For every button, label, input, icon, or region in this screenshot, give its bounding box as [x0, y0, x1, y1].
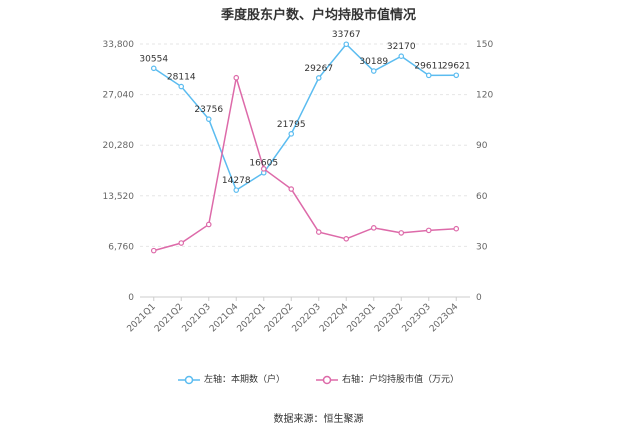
right-tick-label: 150: [476, 40, 493, 50]
households-point: [425, 72, 432, 79]
left-tick-label: 27,040: [103, 91, 135, 101]
avg-value-point: [178, 240, 185, 246]
right-tick-label: 90: [476, 141, 488, 151]
avg-value-point: [205, 221, 212, 228]
x-tick-label: 2021Q3: [181, 302, 213, 334]
avg-value-point: [233, 74, 240, 81]
data-label: 16605: [249, 159, 278, 169]
data-labels: 30554 28114 23756 14278 16605 21795 29267 33767…: [139, 30, 470, 186]
legend: 左轴：本期数（户） 右轴：户均持股市值（万元）: [0, 372, 637, 385]
x-tick-label: 2021Q1: [126, 302, 158, 334]
x-tick-label: 2021Q2: [153, 302, 185, 334]
avg-value-point: [260, 166, 267, 172]
series-layer: [150, 41, 460, 254]
x-tick-label: 2022Q2: [263, 302, 295, 334]
right-tick-label: 120: [476, 91, 493, 101]
avg-value-point: [150, 247, 157, 254]
data-label: 32170: [387, 42, 416, 52]
avg-value-point: [288, 186, 295, 192]
households-point: [343, 41, 350, 48]
series-line-avg-value: [153, 77, 457, 252]
avg-value-point: [315, 229, 322, 235]
right-axis: 0 30 60 90 120 150: [476, 40, 493, 303]
households-point: [233, 187, 240, 193]
data-label: 30554: [139, 54, 168, 64]
x-tick-label: 2023Q2: [373, 302, 405, 334]
data-label: 29621: [442, 61, 471, 71]
avg-value-point: [453, 225, 460, 232]
left-axis: 0 6,760 13,520 20,280 27,040 33,800: [103, 40, 135, 303]
households-point: [150, 65, 157, 72]
right-tick-label: 30: [476, 242, 488, 252]
x-tick-label: 2021Q4: [208, 302, 241, 335]
legend-label-avg-value: 右轴：户均持股市值（万元）: [341, 375, 459, 385]
legend-line-icon-blue: [178, 375, 201, 384]
chart-title: 季度股东户数、户均持股市值情况: [220, 8, 416, 23]
data-label: 14278: [222, 176, 251, 186]
households-point: [315, 75, 322, 81]
x-tick-label: 2022Q4: [318, 302, 351, 335]
households-point: [205, 116, 212, 122]
data-source: 数据来源：恒生聚源: [273, 414, 364, 425]
x-tick-label: 2022Q3: [291, 302, 323, 334]
data-label: 29611: [414, 61, 443, 71]
avg-value-point: [398, 230, 405, 236]
data-label: 29267: [304, 64, 333, 74]
legend-line-icon-pink: [315, 375, 338, 384]
data-label: 23756: [194, 105, 223, 115]
left-tick-label: 0: [128, 293, 134, 303]
data-label: 28114: [167, 73, 196, 83]
legend-label-households: 左轴：本期数（户）: [204, 375, 286, 385]
legend-item-avg-value[interactable]: 右轴：户均持股市值（万元）: [315, 372, 459, 385]
left-tick-label: 6,760: [108, 242, 134, 252]
x-tick-label: 2022Q1: [236, 302, 268, 334]
x-tick-label: 2023Q4: [428, 302, 461, 335]
right-tick-label: 0: [476, 293, 482, 303]
x-tick-label: 2023Q3: [401, 302, 433, 334]
households-point: [398, 53, 405, 60]
avg-value-point: [425, 227, 432, 234]
households-point: [453, 72, 460, 79]
left-tick-label: 33,800: [103, 40, 135, 50]
series-line-households: [153, 43, 457, 192]
data-label: 33767: [332, 30, 361, 40]
households-point: [370, 68, 377, 74]
right-tick-label: 60: [476, 192, 488, 202]
x-tick-label: 2023Q1: [346, 302, 378, 334]
households-point: [178, 83, 185, 90]
data-label: 30189: [359, 57, 388, 67]
x-axis: 2021Q12021Q22021Q32021Q42022Q12022Q22022…: [126, 296, 470, 335]
avg-value-point: [343, 236, 350, 242]
left-tick-label: 20,280: [103, 141, 135, 151]
avg-value-point: [370, 225, 377, 231]
left-tick-label: 13,520: [103, 192, 135, 202]
data-label: 21795: [277, 120, 306, 130]
legend-item-households[interactable]: 左轴：本期数（户）: [178, 372, 285, 385]
households-point: [288, 131, 295, 137]
